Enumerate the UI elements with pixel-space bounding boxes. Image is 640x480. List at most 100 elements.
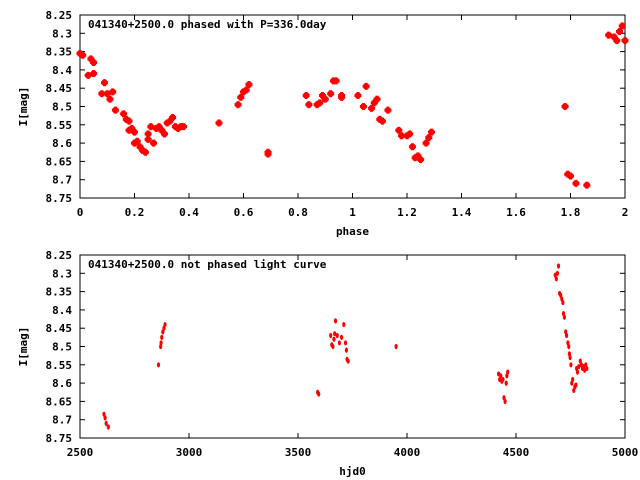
x-tick-label: 1.6 — [506, 206, 526, 219]
chart-title: 041340+2500.0 not phased light curve — [88, 258, 327, 271]
data-point — [174, 124, 182, 132]
data-point — [240, 88, 247, 96]
data-point — [406, 130, 414, 138]
data-point — [120, 110, 128, 118]
data-point — [340, 334, 344, 340]
data-point — [319, 92, 327, 100]
x-tick-label: 1.8 — [561, 206, 581, 219]
data-point — [378, 117, 386, 125]
data-point — [425, 134, 433, 142]
data-point — [335, 332, 339, 339]
data-point — [215, 119, 223, 127]
data-point — [504, 380, 508, 386]
data-point — [359, 103, 367, 110]
x-axis-title: phase — [336, 225, 369, 238]
y-tick-label: 8.6 — [52, 377, 72, 390]
data-point — [342, 321, 346, 328]
data-point — [354, 92, 362, 100]
x-tick-label: 0.8 — [288, 206, 308, 219]
y-tick-label: 8.35 — [46, 46, 73, 59]
data-point — [333, 318, 338, 324]
data-point — [302, 92, 310, 100]
data-point — [561, 299, 565, 306]
data-point — [76, 49, 84, 57]
data-point — [376, 115, 384, 123]
data-point — [131, 139, 138, 147]
y-axis-title: I[mag] — [17, 87, 30, 127]
data-point — [422, 139, 430, 147]
data-point — [242, 86, 250, 94]
y-tick-label: 8.5 — [52, 101, 72, 114]
data-point — [111, 106, 119, 114]
x-tick-label: 4500 — [503, 446, 530, 459]
y-tick-label: 8.55 — [46, 359, 73, 372]
data-point — [417, 156, 425, 164]
y-axis-title: I[mag] — [17, 327, 30, 367]
data-point — [394, 343, 398, 350]
data-point — [503, 398, 507, 404]
chart-panel-1: 0 0.2 0.4 0.6 0.8 1 1.2 1.4 1.6 1.8 2 8.25 8.3 8.35 8.… — [17, 9, 629, 238]
data-point — [147, 123, 155, 131]
data-point — [370, 99, 378, 107]
data-point — [572, 179, 580, 187]
data-point — [152, 124, 160, 132]
data-point — [616, 27, 624, 35]
x-tick-label: 1 — [349, 206, 356, 219]
data-point — [245, 81, 253, 89]
y-tick-label: 8.75 — [46, 192, 73, 205]
data-point — [373, 95, 381, 103]
data-point — [329, 332, 333, 339]
data-point — [583, 181, 591, 189]
y-tick-label: 8.65 — [46, 395, 73, 408]
data-point — [136, 143, 144, 151]
x-tick-label: 1.2 — [397, 206, 417, 219]
data-point — [98, 90, 106, 98]
data-point — [128, 124, 136, 132]
data-point — [568, 354, 572, 361]
data-point — [321, 95, 329, 103]
data-point — [343, 340, 348, 346]
data-point — [79, 51, 87, 59]
data-point — [84, 71, 92, 79]
y-tick-label: 8.35 — [46, 286, 73, 299]
data-point — [122, 115, 130, 123]
data-point — [403, 132, 411, 140]
x-tick-label: 0.4 — [179, 206, 199, 219]
y-tick-label: 8.45 — [46, 82, 73, 95]
data-point — [574, 382, 578, 388]
data-point — [384, 106, 392, 114]
data-point — [613, 37, 621, 45]
data-point — [106, 424, 110, 430]
data-point — [237, 93, 245, 101]
data-point — [234, 101, 242, 109]
data-point — [567, 343, 571, 350]
y-tick-label: 8.7 — [52, 414, 72, 427]
data-point — [605, 31, 613, 39]
data-point — [155, 123, 163, 131]
data-point — [169, 113, 177, 121]
data-point — [103, 90, 111, 98]
data-point — [166, 117, 174, 125]
data-point — [408, 143, 416, 151]
data-point — [398, 132, 406, 140]
data-point — [621, 37, 629, 45]
data-point — [160, 130, 168, 138]
y-tick-label: 8.75 — [46, 432, 73, 445]
data-point — [150, 139, 158, 147]
data-point — [344, 347, 348, 353]
x-tick-label: 2 — [622, 206, 629, 219]
data-point — [156, 362, 161, 368]
data-point — [180, 123, 188, 131]
chart-panel-2: 2500 3000 3500 4000 4500 5000 8.25 8.3 8.35 8.4 8.… — [17, 249, 638, 478]
data-point — [103, 415, 107, 421]
data-point — [144, 130, 152, 138]
data-point — [395, 126, 403, 134]
y-tick-label: 8.6 — [52, 137, 72, 150]
y-tick-label: 8.3 — [52, 27, 72, 40]
data-point — [564, 170, 572, 178]
data-point — [141, 148, 149, 156]
x-tick-label: 2500 — [67, 446, 94, 459]
data-point — [333, 331, 337, 337]
data-point — [569, 362, 573, 368]
data-point — [571, 376, 575, 383]
